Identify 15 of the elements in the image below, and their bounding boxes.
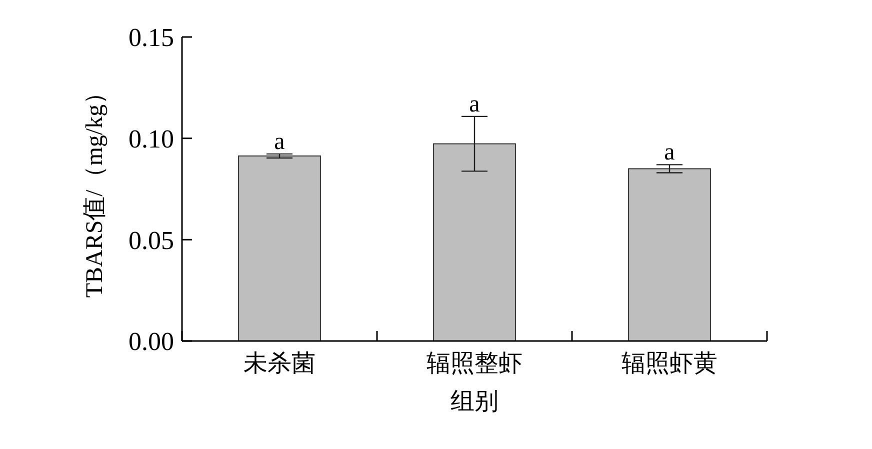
y-axis-title: TBARS值/（mg/kg） xyxy=(82,80,108,298)
y-tick-label: 0.15 xyxy=(128,23,174,52)
x-tick-label: 辐照虾黄 xyxy=(622,351,718,377)
annotation: a xyxy=(274,128,286,155)
bar xyxy=(433,143,516,342)
x-tick-label: 辐照整虾 xyxy=(426,351,522,377)
x-tick-label: 未杀菌 xyxy=(244,351,316,377)
annotation: a xyxy=(469,91,480,118)
bar xyxy=(628,168,711,342)
y-tick-label: 0.05 xyxy=(128,226,174,255)
y-tick-label: 0.00 xyxy=(128,327,174,356)
bar xyxy=(238,155,321,342)
y-tick-label: 0.10 xyxy=(128,124,174,154)
x-axis-title: 组别 xyxy=(450,389,498,415)
annotation: a xyxy=(664,140,676,166)
